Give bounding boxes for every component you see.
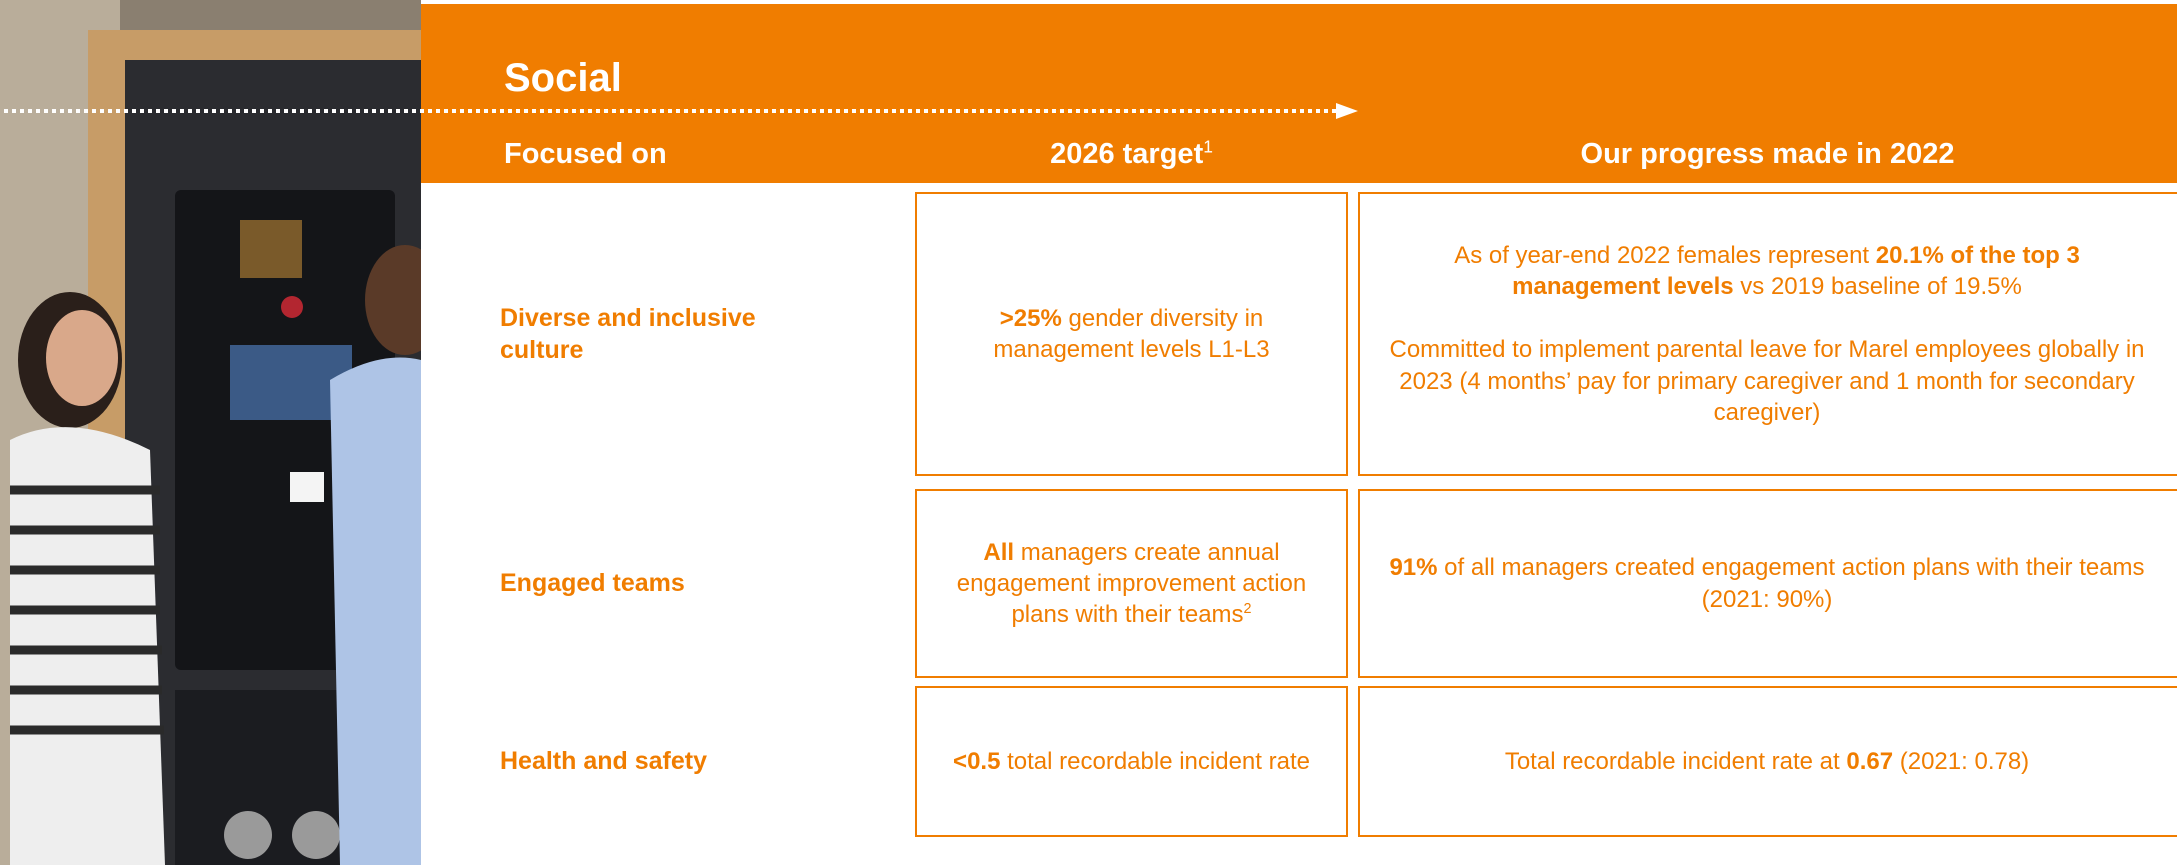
text: vs 2019 baseline of 19.5% (1733, 273, 2022, 301)
row-label: Health and safety (500, 747, 708, 776)
text: Our progress made in 2022 (1580, 138, 1955, 170)
progress-cell: As of year-end 2022 females represent 20… (1358, 192, 2177, 476)
header-band (421, 4, 2177, 183)
paragraph: Committed to implement parental leave fo… (1378, 334, 2156, 428)
bold-text: <0.5 (953, 747, 1001, 775)
photo-face (365, 245, 421, 355)
text: Committed to implement parental leave fo… (1389, 336, 2145, 426)
column-header: Our progress made in 2022 (1358, 138, 2177, 171)
paragraph: All managers create annual engagement im… (939, 537, 1324, 631)
bold-text: All (983, 538, 1015, 566)
photo-cup (292, 811, 340, 859)
text: of all managers created engagement actio… (1437, 554, 2145, 613)
bold-text: 0.67 (1846, 747, 1894, 775)
photo-cup (224, 811, 272, 859)
text: gender diversity in management levels L1… (993, 304, 1270, 363)
arrow-head (1336, 103, 1358, 119)
photo-logo (281, 296, 303, 318)
column-header: Focused on (504, 138, 667, 171)
paragraph: >25% gender diversity in management leve… (939, 303, 1324, 365)
text: total recordable incident rate (1000, 747, 1310, 775)
target-cell: <0.5 total recordable incident rate (915, 686, 1348, 837)
bold-text: >25% (999, 304, 1062, 332)
photo-cup (290, 472, 324, 502)
dotted-arrow (4, 103, 1358, 119)
photo-face (46, 310, 118, 406)
photo-beans (240, 220, 302, 278)
row-label: Engaged teams (500, 569, 685, 598)
target-cell: All managers create annual engagement im… (915, 489, 1348, 678)
target-cell: >25% gender diversity in management leve… (915, 192, 1348, 476)
bold-text: 91% (1389, 554, 1438, 582)
photo-stripes (10, 485, 164, 735)
row-label: Diverse and inclusive culture (500, 303, 756, 365)
photo-shirt (330, 357, 421, 865)
paragraph: <0.5 total recordable incident rate (953, 746, 1310, 777)
section-title: Social (504, 56, 622, 100)
photo (0, 0, 421, 865)
text: (2021: 0.78) (1893, 747, 2030, 775)
text: 2026 target (1050, 138, 1204, 170)
footnote-ref: 1 (1203, 136, 1213, 157)
text: As of year-end 2022 females represent (1454, 242, 1876, 270)
bold-text: 20.1% of the top 3 management levels (1512, 242, 2080, 301)
column-header: 2026 target1 (915, 138, 1348, 171)
footnote-ref: 2 (1243, 601, 1252, 618)
paragraph: Total recordable incident rate at 0.67 (… (1505, 746, 2029, 777)
text: managers create annual engagement improv… (956, 538, 1307, 629)
text: Focused on (504, 138, 667, 170)
text: Total recordable incident rate at (1504, 747, 1847, 775)
progress-cell: 91% of all managers created engagement a… (1358, 489, 2177, 678)
paragraph: As of year-end 2022 females represent 20… (1378, 240, 2156, 302)
progress-cell: Total recordable incident rate at 0.67 (… (1358, 686, 2177, 837)
paragraph: 91% of all managers created engagement a… (1378, 552, 2156, 614)
